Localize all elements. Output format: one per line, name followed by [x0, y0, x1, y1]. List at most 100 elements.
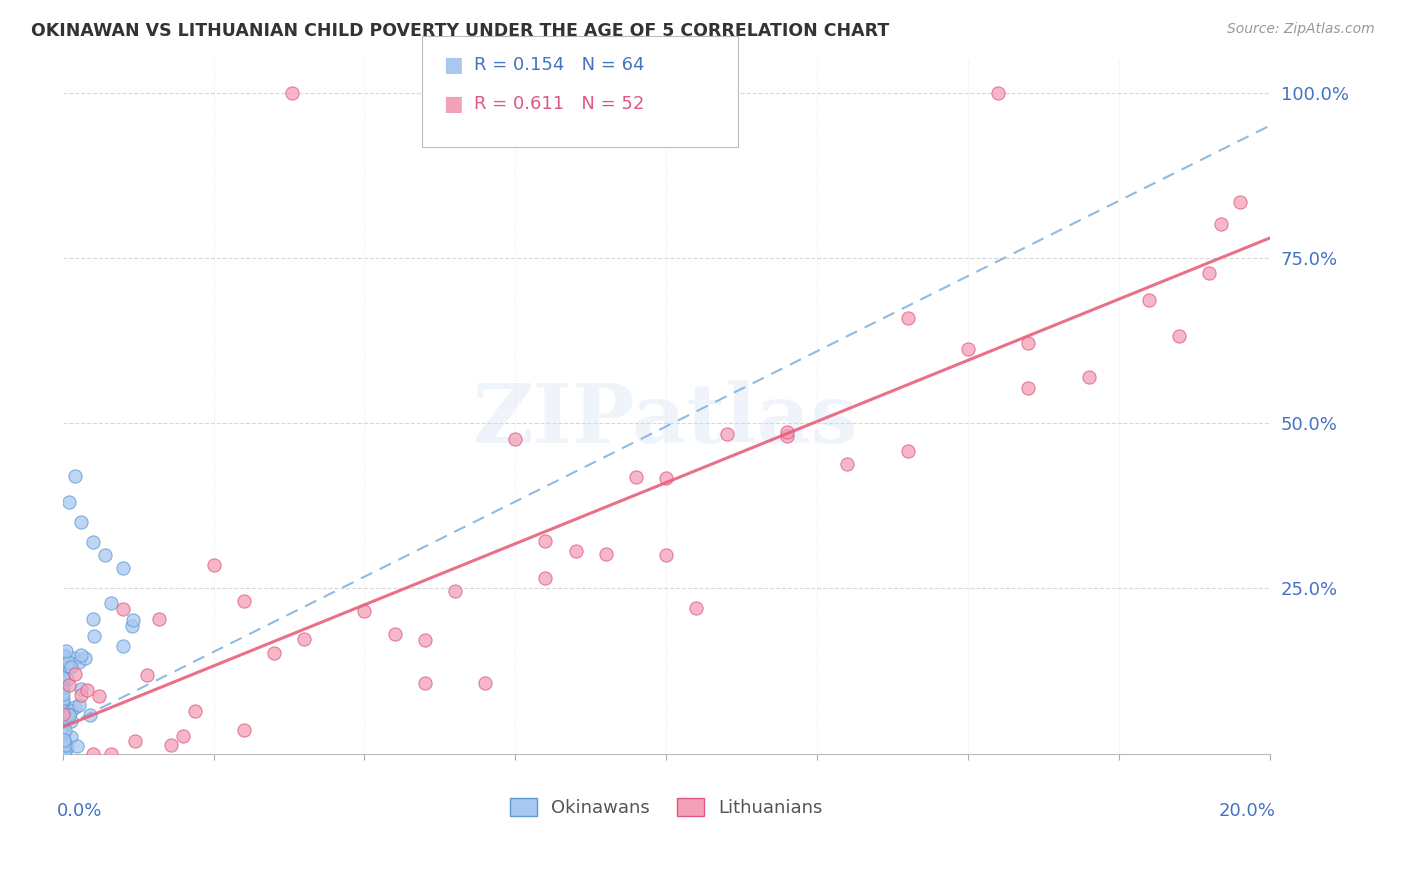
Text: ZIPatlas: ZIPatlas [474, 381, 859, 460]
Point [413, 676, 436, 690]
Point [232, 594, 254, 608]
Point [52, 650, 75, 665]
Point [58, 678, 80, 692]
Point [353, 604, 375, 618]
Point [52, 698, 75, 712]
Point [1168, 329, 1191, 343]
Point [956, 342, 979, 356]
Point [655, 471, 678, 485]
Text: R = 0.154   N = 64: R = 0.154 N = 64 [474, 56, 644, 74]
Point [69, 648, 91, 663]
Point [52, 743, 75, 757]
Point [112, 640, 135, 654]
Point [111, 561, 134, 575]
Point [897, 444, 920, 458]
Point [184, 704, 207, 718]
Point [82, 535, 104, 549]
Point [685, 601, 707, 615]
Point [624, 470, 647, 484]
Point [564, 543, 586, 558]
Point [52, 670, 75, 684]
Point [52, 715, 75, 730]
Point [111, 602, 134, 616]
Point [202, 558, 225, 572]
Point [136, 667, 159, 681]
Point [52, 657, 75, 671]
Point [52, 728, 75, 742]
Point [83, 629, 105, 643]
Point [263, 646, 285, 660]
Point [52, 695, 75, 709]
Point [52, 703, 75, 717]
Point [63, 469, 86, 483]
Point [53, 732, 76, 747]
Point [87, 689, 110, 703]
Point [60, 704, 83, 718]
Point [53, 709, 76, 723]
Point [69, 515, 91, 529]
Point [52, 657, 75, 672]
Legend: Okinawans, Lithuanians: Okinawans, Lithuanians [502, 790, 830, 824]
Point [534, 570, 557, 584]
Point [55, 644, 77, 658]
Point [52, 671, 75, 685]
Point [67, 655, 90, 669]
Point [56, 707, 79, 722]
Point [52, 734, 75, 748]
Point [76, 682, 98, 697]
Point [124, 734, 146, 748]
Point [53, 746, 76, 760]
Point [987, 86, 1010, 100]
Point [776, 429, 799, 443]
Point [1017, 381, 1039, 395]
Point [52, 655, 75, 669]
Point [52, 738, 75, 752]
Point [292, 632, 315, 646]
Point [53, 649, 76, 664]
Text: 0.0%: 0.0% [56, 802, 103, 820]
Point [52, 687, 75, 701]
Point [55, 673, 77, 687]
Point [59, 714, 82, 729]
Point [776, 425, 799, 440]
Point [1198, 265, 1220, 279]
Point [503, 432, 526, 446]
Point [413, 633, 436, 648]
Point [1017, 336, 1039, 351]
Point [655, 548, 678, 562]
Point [65, 739, 87, 753]
Text: ■: ■ [443, 55, 463, 75]
Point [1229, 194, 1251, 209]
Point [59, 730, 82, 744]
Point [56, 655, 79, 669]
Point [55, 738, 77, 752]
Point [62, 651, 84, 665]
Point [100, 747, 122, 761]
Text: R = 0.611   N = 52: R = 0.611 N = 52 [474, 95, 644, 113]
Point [58, 495, 80, 509]
Point [94, 548, 117, 562]
Point [1137, 293, 1160, 307]
Text: 20.0%: 20.0% [1219, 802, 1275, 820]
Point [148, 612, 170, 626]
Point [281, 86, 304, 100]
Point [53, 704, 76, 718]
Point [122, 613, 145, 627]
Point [59, 659, 82, 673]
Point [837, 457, 859, 471]
Point [474, 676, 496, 690]
Point [384, 627, 406, 641]
Point [82, 611, 104, 625]
Point [534, 533, 557, 548]
Point [121, 619, 143, 633]
Point [58, 660, 80, 674]
Point [52, 713, 75, 727]
Point [73, 651, 96, 665]
Point [52, 653, 75, 667]
Point [58, 707, 80, 722]
Point [1211, 218, 1233, 232]
Point [82, 747, 104, 761]
Point [444, 584, 467, 599]
Point [52, 738, 75, 752]
Point [56, 741, 79, 756]
